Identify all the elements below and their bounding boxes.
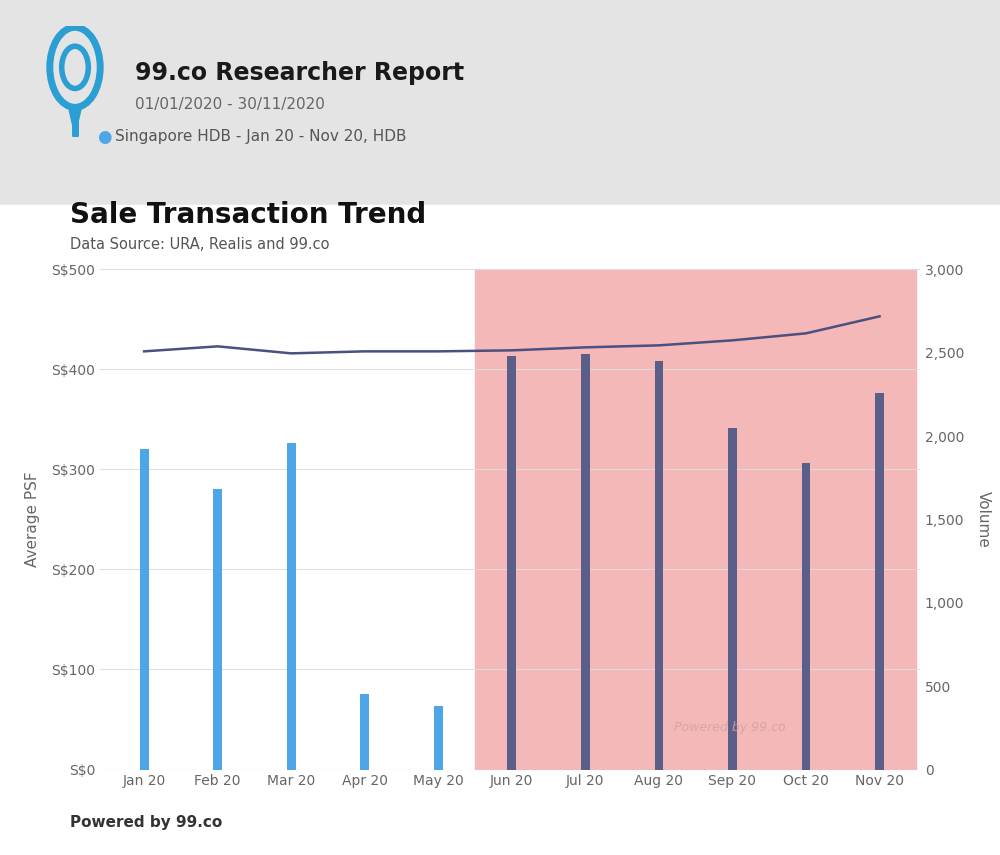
Text: 01/01/2020 - 30/11/2020: 01/01/2020 - 30/11/2020 xyxy=(135,97,325,112)
Text: Sale Transaction Trend: Sale Transaction Trend xyxy=(70,202,426,229)
Bar xyxy=(140,450,149,770)
Bar xyxy=(507,356,516,770)
Polygon shape xyxy=(69,108,81,135)
Bar xyxy=(287,443,296,770)
Text: Powered by 99.co: Powered by 99.co xyxy=(674,722,786,734)
Text: 99.co Researcher Report: 99.co Researcher Report xyxy=(135,61,464,85)
Bar xyxy=(655,361,663,770)
Text: Singapore HDB - Jan 20 - Nov 20, HDB: Singapore HDB - Jan 20 - Nov 20, HDB xyxy=(115,129,406,144)
Bar xyxy=(434,706,443,770)
Y-axis label: Volume: Volume xyxy=(975,491,990,548)
Bar xyxy=(581,354,590,770)
Bar xyxy=(360,694,369,770)
Text: ●: ● xyxy=(97,127,112,146)
Bar xyxy=(213,489,222,770)
Text: Powered by 99.co: Powered by 99.co xyxy=(70,815,222,830)
Text: Data Source: URA, Realis and 99.co: Data Source: URA, Realis and 99.co xyxy=(70,237,330,252)
Bar xyxy=(875,392,884,770)
Bar xyxy=(802,463,810,770)
Bar xyxy=(475,269,916,770)
Y-axis label: Average PSF: Average PSF xyxy=(25,472,40,567)
Bar xyxy=(728,428,737,770)
